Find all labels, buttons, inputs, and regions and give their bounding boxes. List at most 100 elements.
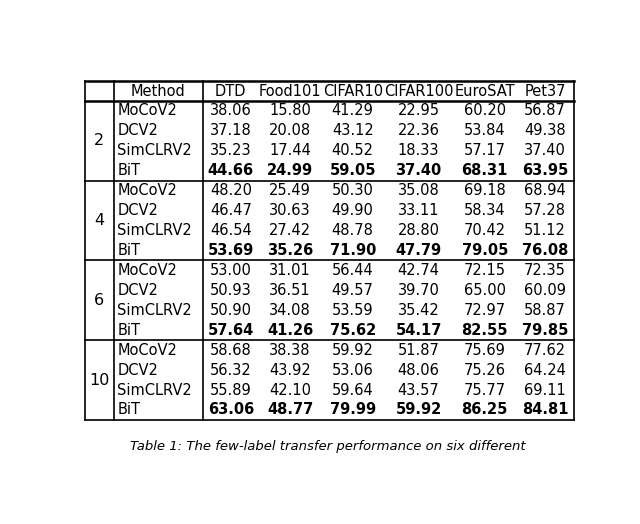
Text: 79.85: 79.85 [522,323,568,338]
Text: 48.78: 48.78 [332,223,374,238]
Text: 50.90: 50.90 [210,303,252,318]
Text: 22.95: 22.95 [397,103,440,118]
Text: 24.99: 24.99 [267,163,313,178]
Text: 79.99: 79.99 [330,402,376,418]
Text: 37.40: 37.40 [396,163,442,178]
Text: 65.00: 65.00 [464,283,506,298]
Text: BiT: BiT [117,402,140,418]
Text: 20.08: 20.08 [269,123,311,138]
Text: Food101: Food101 [259,83,321,99]
Text: 69.11: 69.11 [524,383,566,398]
Text: DCV2: DCV2 [117,203,158,218]
Text: 84.81: 84.81 [522,402,568,418]
Text: 37.40: 37.40 [524,144,566,158]
Text: 35.42: 35.42 [397,303,440,318]
Text: 41.26: 41.26 [267,323,313,338]
Text: 70.42: 70.42 [464,223,506,238]
Text: SimCLRV2: SimCLRV2 [117,303,192,318]
Text: 64.24: 64.24 [524,363,566,378]
Text: MoCoV2: MoCoV2 [117,263,177,278]
Text: 36.51: 36.51 [269,283,311,298]
Text: 86.25: 86.25 [461,402,508,418]
Text: 75.69: 75.69 [464,343,506,358]
Text: 59.05: 59.05 [330,163,376,178]
Text: BiT: BiT [117,323,140,338]
Text: 53.59: 53.59 [332,303,374,318]
Text: 50.93: 50.93 [210,283,252,298]
Text: 55.89: 55.89 [210,383,252,398]
Text: 53.00: 53.00 [210,263,252,278]
Text: 58.34: 58.34 [464,203,506,218]
Text: 72.15: 72.15 [464,263,506,278]
Text: 54.17: 54.17 [396,323,442,338]
Text: CIFAR10: CIFAR10 [323,83,383,99]
Text: 17.44: 17.44 [269,144,311,158]
Text: 31.01: 31.01 [269,263,311,278]
Text: SimCLRV2: SimCLRV2 [117,144,192,158]
Text: 39.70: 39.70 [397,283,440,298]
Text: 50.30: 50.30 [332,183,374,198]
Text: 51.87: 51.87 [397,343,440,358]
Text: 57.64: 57.64 [208,323,254,338]
Text: 79.05: 79.05 [461,243,508,258]
Text: 68.31: 68.31 [461,163,508,178]
Text: 46.54: 46.54 [210,223,252,238]
Text: 41.29: 41.29 [332,103,374,118]
Text: MoCoV2: MoCoV2 [117,103,177,118]
Text: 43.57: 43.57 [397,383,440,398]
Text: 4: 4 [94,213,104,228]
Text: 2: 2 [94,133,104,148]
Text: 60.20: 60.20 [464,103,506,118]
Text: 82.55: 82.55 [461,323,508,338]
Text: 48.20: 48.20 [210,183,252,198]
Text: 42.74: 42.74 [397,263,440,278]
Text: 53.84: 53.84 [464,123,506,138]
Text: 75.77: 75.77 [464,383,506,398]
Text: 27.42: 27.42 [269,223,311,238]
Text: 69.18: 69.18 [464,183,506,198]
Text: 35.26: 35.26 [267,243,313,258]
Text: 59.64: 59.64 [332,383,374,398]
Text: 75.62: 75.62 [330,323,376,338]
Text: 15.80: 15.80 [269,103,311,118]
Text: BiT: BiT [117,243,140,258]
Text: 53.06: 53.06 [332,363,374,378]
Text: 77.62: 77.62 [524,343,566,358]
Text: 42.10: 42.10 [269,383,311,398]
Text: 38.06: 38.06 [210,103,252,118]
Text: 63.95: 63.95 [522,163,568,178]
Text: 59.92: 59.92 [396,402,442,418]
Text: 46.47: 46.47 [210,203,252,218]
Text: 49.38: 49.38 [524,123,566,138]
Text: 33.11: 33.11 [398,203,439,218]
Text: 75.26: 75.26 [464,363,506,378]
Text: 68.94: 68.94 [524,183,566,198]
Text: Method: Method [131,83,186,99]
Text: 28.80: 28.80 [397,223,440,238]
Text: 72.97: 72.97 [464,303,506,318]
Text: 56.32: 56.32 [210,363,252,378]
Text: CIFAR100: CIFAR100 [384,83,453,99]
Text: 57.28: 57.28 [524,203,566,218]
Text: 49.90: 49.90 [332,203,374,218]
Text: 18.33: 18.33 [398,144,439,158]
Text: 47.79: 47.79 [396,243,442,258]
Text: EuroSAT: EuroSAT [454,83,515,99]
Text: 6: 6 [94,293,104,308]
Text: 72.35: 72.35 [524,263,566,278]
Text: DCV2: DCV2 [117,283,158,298]
Text: 25.49: 25.49 [269,183,311,198]
Text: BiT: BiT [117,163,140,178]
Text: 56.44: 56.44 [332,263,374,278]
Text: 63.06: 63.06 [208,402,254,418]
Text: 44.66: 44.66 [208,163,254,178]
Text: 30.63: 30.63 [269,203,311,218]
Text: 43.92: 43.92 [269,363,311,378]
Text: 38.38: 38.38 [269,343,311,358]
Text: SimCLRV2: SimCLRV2 [117,223,192,238]
Text: 35.23: 35.23 [210,144,252,158]
Text: MoCoV2: MoCoV2 [117,183,177,198]
Text: Pet37: Pet37 [524,83,566,99]
Text: 40.52: 40.52 [332,144,374,158]
Text: 59.92: 59.92 [332,343,374,358]
